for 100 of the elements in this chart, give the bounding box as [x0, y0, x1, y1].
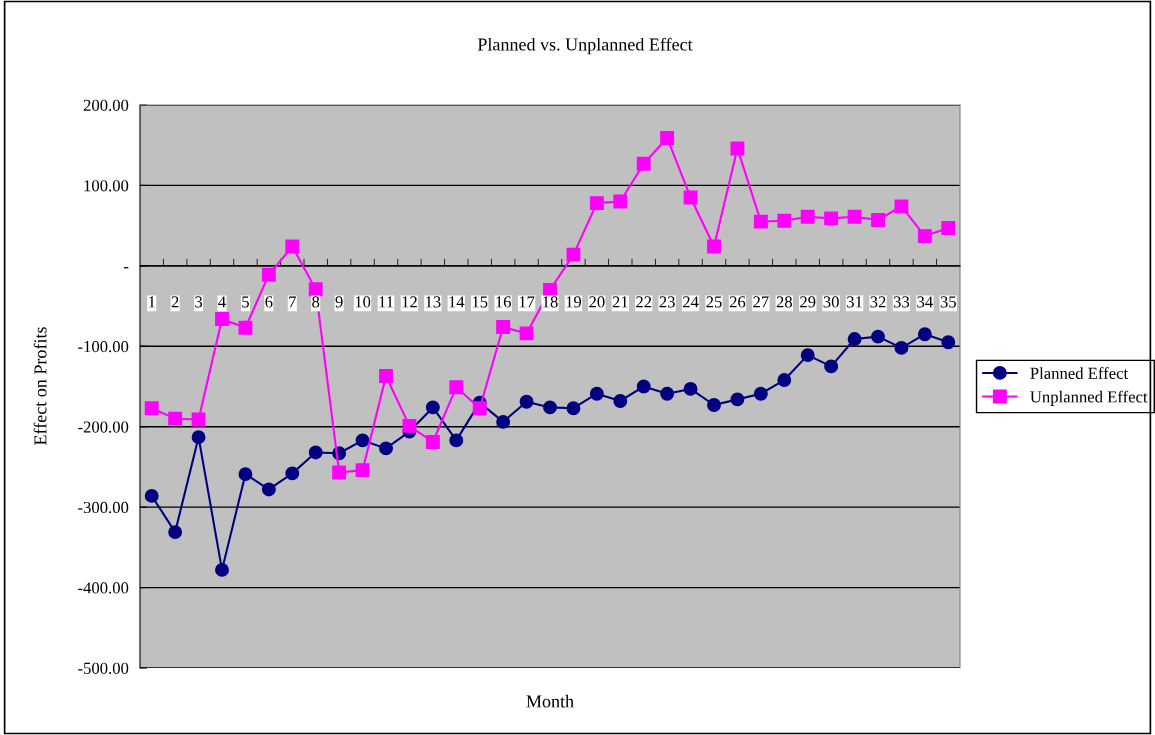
x-tick-label: 22 [636, 296, 652, 308]
point [449, 433, 464, 448]
point [941, 335, 956, 350]
point [332, 465, 347, 480]
x-tick-label: 1 [149, 296, 155, 308]
point [191, 412, 206, 427]
point [168, 525, 183, 540]
point [636, 379, 651, 394]
point [566, 247, 581, 262]
y-tick-label: 200.00 [83, 99, 129, 112]
point [730, 141, 745, 156]
point [566, 401, 581, 416]
point [707, 239, 721, 254]
x-tick-label: 32 [870, 296, 886, 308]
point [824, 359, 839, 374]
x-tick-label: 28 [776, 296, 792, 308]
legend-label: Unplanned Effect [1030, 390, 1148, 406]
point [589, 386, 604, 401]
x-tick-label: 16 [496, 296, 511, 308]
x-tick-label: 5 [242, 296, 249, 308]
point [449, 380, 464, 395]
point [543, 400, 557, 415]
point [285, 466, 300, 481]
point [355, 433, 370, 448]
point [215, 562, 229, 577]
x-axis-title: Month [526, 694, 574, 708]
x-tick-label: 7 [289, 296, 296, 308]
x-tick-label: 21 [612, 296, 628, 308]
x-tick-label: 33 [893, 296, 910, 308]
x-tick-label: 10 [355, 296, 371, 308]
point [238, 320, 253, 335]
point [917, 229, 932, 244]
y-tick-label: -200.00 [78, 421, 129, 433]
point [777, 213, 792, 228]
y-tick-label: 100.00 [84, 180, 129, 192]
point [425, 400, 440, 415]
point [425, 435, 440, 449]
x-tick-label: 14 [449, 296, 465, 308]
point [285, 239, 300, 254]
point [941, 221, 956, 236]
point [660, 386, 675, 401]
x-tick-label: 23 [659, 296, 675, 308]
y-tick-label: -100.00 [78, 340, 129, 353]
x-tick-label: 3 [195, 296, 203, 308]
point [730, 392, 745, 407]
x-tick-label: 35 [940, 296, 956, 308]
point [847, 209, 862, 224]
point [613, 394, 628, 408]
point [191, 430, 206, 445]
point [707, 398, 721, 412]
point [894, 340, 909, 355]
point [824, 211, 839, 226]
point [871, 213, 885, 227]
point [683, 190, 698, 205]
point [168, 411, 183, 426]
chart-title: Planned vs. Unplanned Effect [477, 37, 693, 55]
x-tick-label: 8 [312, 296, 320, 308]
point [800, 209, 815, 224]
point [472, 401, 487, 416]
point [144, 488, 159, 503]
point [215, 311, 229, 326]
y-tick-label: -400.00 [78, 582, 129, 594]
point [355, 463, 370, 478]
point [144, 401, 159, 416]
point [379, 441, 393, 456]
point [308, 445, 323, 460]
x-tick-label: 25 [706, 296, 722, 308]
point [238, 467, 253, 482]
x-tick-label: 26 [729, 296, 746, 308]
x-tick-label: 6 [265, 296, 273, 308]
point [777, 373, 792, 388]
point [402, 418, 417, 433]
x-tick-label: 15 [472, 296, 488, 308]
x-tick-label: 24 [682, 296, 699, 308]
point [800, 348, 815, 363]
y-tick-label: - [123, 267, 129, 269]
x-tick-label: 30 [823, 296, 839, 308]
x-tick-label: 29 [800, 296, 816, 308]
x-tick-label: 2 [171, 296, 179, 308]
y-tick-label: -500.00 [78, 662, 129, 675]
point [261, 482, 276, 497]
x-tick-label: 31 [847, 296, 862, 308]
x-tick-label: 13 [425, 296, 441, 308]
point [660, 131, 675, 145]
x-tick-label: 27 [753, 296, 769, 308]
point [917, 327, 932, 342]
point [261, 267, 276, 282]
x-tick-label: 4 [218, 296, 226, 308]
point [589, 196, 604, 211]
legend-label: Planned Effect [1030, 367, 1129, 379]
x-tick-label: 20 [589, 296, 605, 308]
point [753, 214, 768, 229]
point [308, 282, 323, 297]
point [379, 369, 393, 383]
point [519, 326, 534, 341]
x-tick-label: 17 [519, 296, 535, 308]
point [519, 394, 534, 409]
point [847, 332, 862, 346]
x-tick-label: 12 [402, 296, 417, 308]
point [496, 414, 511, 429]
